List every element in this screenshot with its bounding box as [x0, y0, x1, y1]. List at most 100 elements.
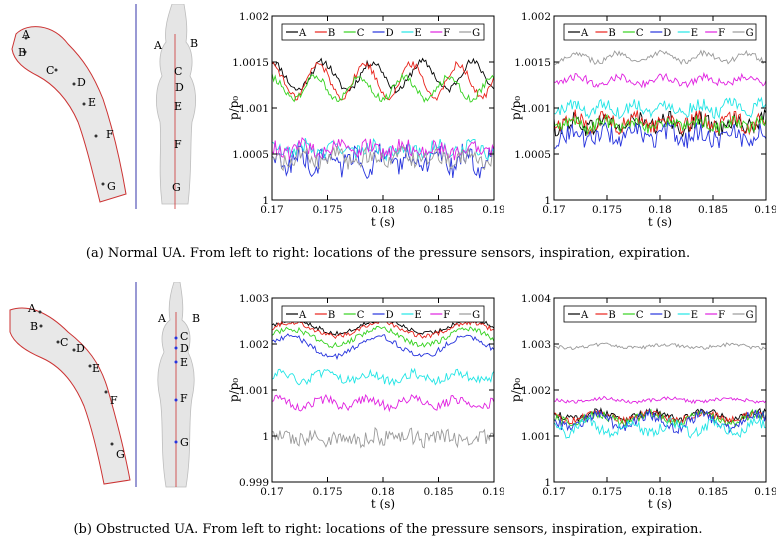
sensor-label: D — [175, 81, 184, 94]
legend: A B C D E F G — [281, 23, 485, 41]
plot-area — [553, 342, 767, 439]
x-tick-label: 0.18 — [371, 486, 394, 498]
x-tick-label: 0.185 — [698, 204, 728, 216]
sensor-label: A — [157, 312, 167, 325]
y-tick-label: 1.0005 — [514, 149, 551, 161]
x-tick-label: 0.17 — [542, 486, 565, 498]
x-tick-label: 0.185 — [423, 204, 453, 216]
legend-label-d: D — [386, 28, 394, 39]
x-tick-label: 0.18 — [648, 486, 671, 498]
x-tick-label: 0.185 — [423, 486, 453, 498]
legend-label-e: E — [691, 310, 698, 321]
y-tick-label: 1.004 — [521, 293, 551, 305]
y-tick-label: 1.001 — [239, 385, 269, 397]
sensor-label: F — [106, 128, 114, 141]
series-line-f — [553, 71, 767, 89]
y-axis-label: p/p₀ — [509, 378, 523, 402]
x-axis-label: t (s) — [648, 497, 672, 511]
x-tick-label: 0.17 — [542, 204, 565, 216]
obstructed-ua-sagittal-image: A B C D E F G — [9, 282, 137, 487]
x-tick-label: 0.19 — [754, 204, 776, 216]
y-tick-label: 1.002 — [521, 11, 551, 23]
y-tick-label: 1 — [262, 195, 269, 207]
y-tick-label: 1.003 — [239, 293, 269, 305]
sensor-label: B — [30, 320, 38, 333]
legend-label-f: F — [443, 28, 450, 39]
sensor-label: F — [110, 394, 118, 407]
legend-label-d: D — [663, 28, 671, 39]
sensor-label: B — [18, 46, 26, 59]
legend-label-a: A — [580, 28, 589, 39]
plot-area — [271, 316, 495, 449]
legend-label-f: F — [718, 310, 725, 321]
y-tick-label: 1 — [544, 477, 551, 489]
plot-frame — [553, 15, 767, 201]
legend-label-c: C — [636, 28, 644, 39]
sensor-label: A — [21, 28, 31, 41]
y-tick-label: 1 — [544, 195, 551, 207]
legend: A B C D E F G — [563, 305, 757, 323]
legend-label-c: C — [357, 28, 365, 39]
caption-obstructed: (b) Obstructed UA. From left to right: l… — [73, 522, 703, 537]
x-tick-label: 0.175 — [312, 204, 342, 216]
series-line-c — [554, 113, 767, 136]
legend-label-c: C — [636, 310, 644, 321]
series-line-e — [271, 367, 495, 387]
y-tick-label: 1.002 — [521, 385, 551, 397]
series-line-g — [553, 49, 767, 66]
sensor-label: F — [174, 138, 182, 151]
legend-label-g: G — [746, 310, 754, 321]
y-tick-label: 1.0005 — [232, 149, 269, 161]
y-tick-label: 1.0015 — [514, 57, 551, 69]
sensor-label: G — [107, 180, 116, 193]
chart-obstructed-inspiration: 0.17 0.175 0.18 0.185 0.19 0.999 1 1.001 1.002 1.… — [227, 293, 504, 511]
legend-label-d: D — [663, 310, 671, 321]
y-tick-label: 1.002 — [239, 339, 269, 351]
series-line-b — [553, 109, 767, 136]
sensor-label: C — [60, 336, 68, 349]
legend-label-e: E — [414, 28, 421, 39]
legend-label-d: D — [386, 310, 394, 321]
legend: A B C D E F G — [563, 23, 757, 41]
normal-ua-coronal-image: A B C D E F G — [153, 4, 198, 209]
caption-normal: (a) Normal UA. From left to right: locat… — [85, 246, 691, 261]
y-axis-label: p/p₀ — [227, 96, 241, 120]
sensor-label: G — [116, 448, 125, 461]
sensor-label: A — [27, 302, 37, 315]
x-axis-label: t (s) — [371, 497, 395, 511]
y-tick-label: 1.0015 — [232, 57, 269, 69]
series-line-c — [271, 326, 495, 349]
sensor-label: D — [180, 342, 189, 355]
legend-label-e: E — [691, 28, 698, 39]
x-tick-label: 0.19 — [754, 486, 776, 498]
y-tick-label: 1.001 — [521, 431, 551, 443]
sensor-label: E — [88, 96, 96, 109]
legend: A B C D E F G — [281, 305, 485, 323]
sensor-label: D — [77, 76, 86, 89]
series-line-e — [553, 96, 767, 120]
legend-label-b: B — [608, 310, 615, 321]
sensor-label: E — [174, 100, 182, 113]
chart-normal-inspiration: 0.17 0.175 0.18 0.185 0.19 1 1.0005 1.001 1.0015… — [227, 11, 504, 229]
series-line-c — [553, 408, 767, 428]
y-tick-label: 1 — [262, 431, 269, 443]
x-tick-label: 0.175 — [312, 486, 342, 498]
sensor-label: E — [180, 356, 188, 369]
y-tick-label: 1.001 — [521, 103, 551, 115]
obstructed-ua-coronal-image: A B C D E F G — [157, 282, 200, 488]
sensor-label: C — [174, 65, 182, 78]
legend-label-g: G — [746, 28, 754, 39]
x-tick-label: 0.18 — [371, 204, 394, 216]
series-line-c — [271, 72, 495, 103]
plot-frame — [553, 297, 767, 483]
series-line-f — [271, 136, 495, 161]
sensor-label: B — [190, 37, 198, 50]
y-axis-label: p/p₀ — [227, 378, 241, 402]
sensor-label: G — [180, 436, 189, 449]
x-axis-label: t (s) — [648, 215, 672, 229]
legend-label-g: G — [472, 28, 480, 39]
sensor-label: C — [46, 64, 54, 77]
normal-ua-sagittal-image: A B C D E F G — [11, 4, 137, 209]
series-line-b — [271, 60, 495, 101]
legend-label-b: B — [328, 28, 335, 39]
